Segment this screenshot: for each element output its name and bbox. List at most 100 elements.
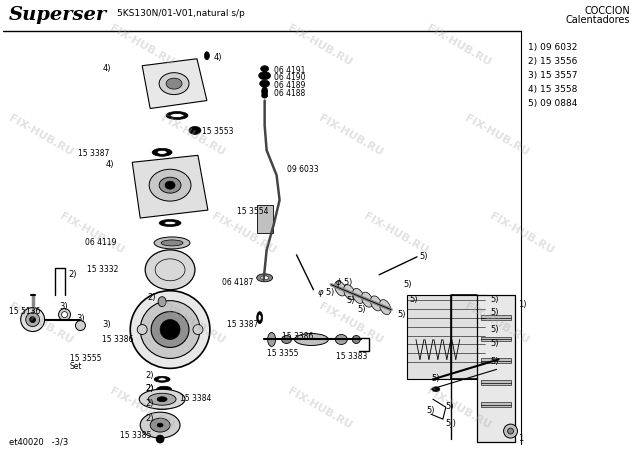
Ellipse shape — [261, 93, 268, 98]
Ellipse shape — [189, 126, 201, 135]
Ellipse shape — [294, 333, 328, 346]
Text: FIX-HUB.RU: FIX-HUB.RU — [108, 386, 176, 431]
Text: 06 4190: 06 4190 — [273, 73, 305, 82]
Ellipse shape — [335, 334, 347, 344]
Text: 4): 4) — [106, 160, 114, 169]
Text: 2): 2) — [69, 270, 77, 279]
Ellipse shape — [159, 220, 181, 226]
Text: 15 3553: 15 3553 — [202, 127, 233, 136]
Ellipse shape — [159, 177, 181, 193]
Ellipse shape — [154, 376, 170, 382]
Text: FIX-HUB.RU: FIX-HUB.RU — [425, 386, 492, 431]
Ellipse shape — [371, 296, 382, 311]
Text: 06 4119: 06 4119 — [85, 238, 117, 247]
Ellipse shape — [154, 237, 190, 249]
Text: FIX-HUB.RU: FIX-HUB.RU — [425, 23, 492, 68]
Ellipse shape — [148, 393, 176, 405]
Text: 2) 15 3556: 2) 15 3556 — [529, 57, 578, 66]
Ellipse shape — [137, 324, 147, 334]
Text: FIX-HUB.RU: FIX-HUB.RU — [317, 301, 385, 346]
Text: 15 3384: 15 3384 — [180, 394, 211, 403]
Text: 15 3383: 15 3383 — [336, 352, 368, 361]
Text: FIX-HUB.RU: FIX-HUB.RU — [108, 23, 176, 68]
Ellipse shape — [352, 336, 360, 343]
Bar — [481, 358, 511, 364]
Text: 15 3386: 15 3386 — [282, 332, 313, 341]
Bar — [481, 380, 511, 385]
Ellipse shape — [160, 320, 180, 339]
Text: 5): 5) — [426, 406, 434, 415]
Bar — [481, 402, 511, 407]
Text: 2): 2) — [145, 399, 154, 408]
Text: FIX-HUB.RU: FIX-HUB.RU — [286, 386, 353, 431]
Text: 4): 4) — [102, 64, 111, 73]
Text: 15 3355: 15 3355 — [266, 350, 298, 359]
Text: FIX-HUB.RU: FIX-HUB.RU — [159, 113, 226, 158]
Text: FIX-HUB.RU: FIX-HUB.RU — [362, 212, 429, 256]
Text: 5j): 5j) — [446, 419, 457, 428]
Text: 5): 5) — [409, 295, 417, 304]
Text: 5): 5) — [419, 252, 427, 261]
Text: FIX-HUB.RU: FIX-HUB.RU — [7, 301, 74, 346]
Text: $\phi$ 5): $\phi$ 5) — [335, 276, 354, 289]
Ellipse shape — [158, 378, 166, 381]
Ellipse shape — [261, 276, 268, 280]
Ellipse shape — [59, 309, 71, 320]
Bar — [481, 315, 511, 319]
Text: 3): 3) — [76, 314, 85, 323]
Text: FIX-HUB.RU: FIX-HUB.RU — [159, 301, 226, 346]
Text: 5): 5) — [346, 296, 355, 305]
Ellipse shape — [165, 181, 175, 189]
Ellipse shape — [152, 148, 172, 156]
Bar — [487, 302, 495, 342]
Ellipse shape — [193, 324, 203, 334]
Ellipse shape — [170, 113, 184, 117]
Ellipse shape — [30, 317, 36, 323]
Text: FIX-HUB.RU: FIX-HUB.RU — [488, 212, 556, 256]
Bar — [257, 205, 273, 233]
Text: et40020   -3/3: et40020 -3/3 — [9, 437, 68, 446]
Ellipse shape — [204, 52, 209, 60]
Ellipse shape — [361, 292, 373, 307]
Text: $\varphi$ 5): $\varphi$ 5) — [317, 286, 335, 299]
Text: 06 4191: 06 4191 — [273, 66, 305, 75]
Ellipse shape — [495, 331, 502, 338]
Text: FIX-HUB.RU: FIX-HUB.RU — [463, 301, 530, 346]
Text: COCCION: COCCION — [584, 6, 630, 16]
Ellipse shape — [432, 387, 440, 392]
Ellipse shape — [380, 300, 391, 315]
Ellipse shape — [130, 291, 210, 369]
Ellipse shape — [140, 301, 200, 358]
Ellipse shape — [259, 80, 270, 87]
Ellipse shape — [257, 274, 273, 282]
Ellipse shape — [157, 423, 163, 427]
Text: 5) 09 0884: 5) 09 0884 — [529, 99, 578, 108]
Text: 15 3555: 15 3555 — [69, 355, 101, 364]
Ellipse shape — [268, 333, 275, 346]
Ellipse shape — [257, 311, 263, 324]
Text: 5KS130N/01-V01,natural s/p: 5KS130N/01-V01,natural s/p — [117, 9, 245, 18]
Ellipse shape — [166, 78, 182, 89]
Ellipse shape — [151, 311, 189, 347]
Text: FIX-HUB.RU: FIX-HUB.RU — [7, 113, 74, 158]
Bar — [407, 295, 485, 379]
Text: 15 3387: 15 3387 — [78, 149, 110, 158]
Text: 2): 2) — [145, 371, 154, 380]
Text: 5): 5) — [403, 280, 411, 289]
Ellipse shape — [140, 412, 180, 438]
Text: 09 6033: 09 6033 — [287, 165, 318, 174]
Text: 3): 3) — [60, 302, 68, 310]
Ellipse shape — [62, 311, 67, 318]
Ellipse shape — [335, 281, 346, 296]
Ellipse shape — [259, 72, 271, 80]
Text: Calentadores: Calentadores — [565, 15, 630, 25]
Ellipse shape — [282, 336, 291, 343]
Ellipse shape — [76, 320, 85, 331]
Text: 06 4187: 06 4187 — [222, 278, 253, 287]
Ellipse shape — [508, 428, 513, 434]
Text: 2): 2) — [145, 384, 154, 393]
Text: 5): 5) — [397, 310, 406, 319]
Text: 5): 5) — [490, 308, 499, 317]
Text: 5): 5) — [490, 339, 499, 348]
Ellipse shape — [166, 112, 188, 119]
